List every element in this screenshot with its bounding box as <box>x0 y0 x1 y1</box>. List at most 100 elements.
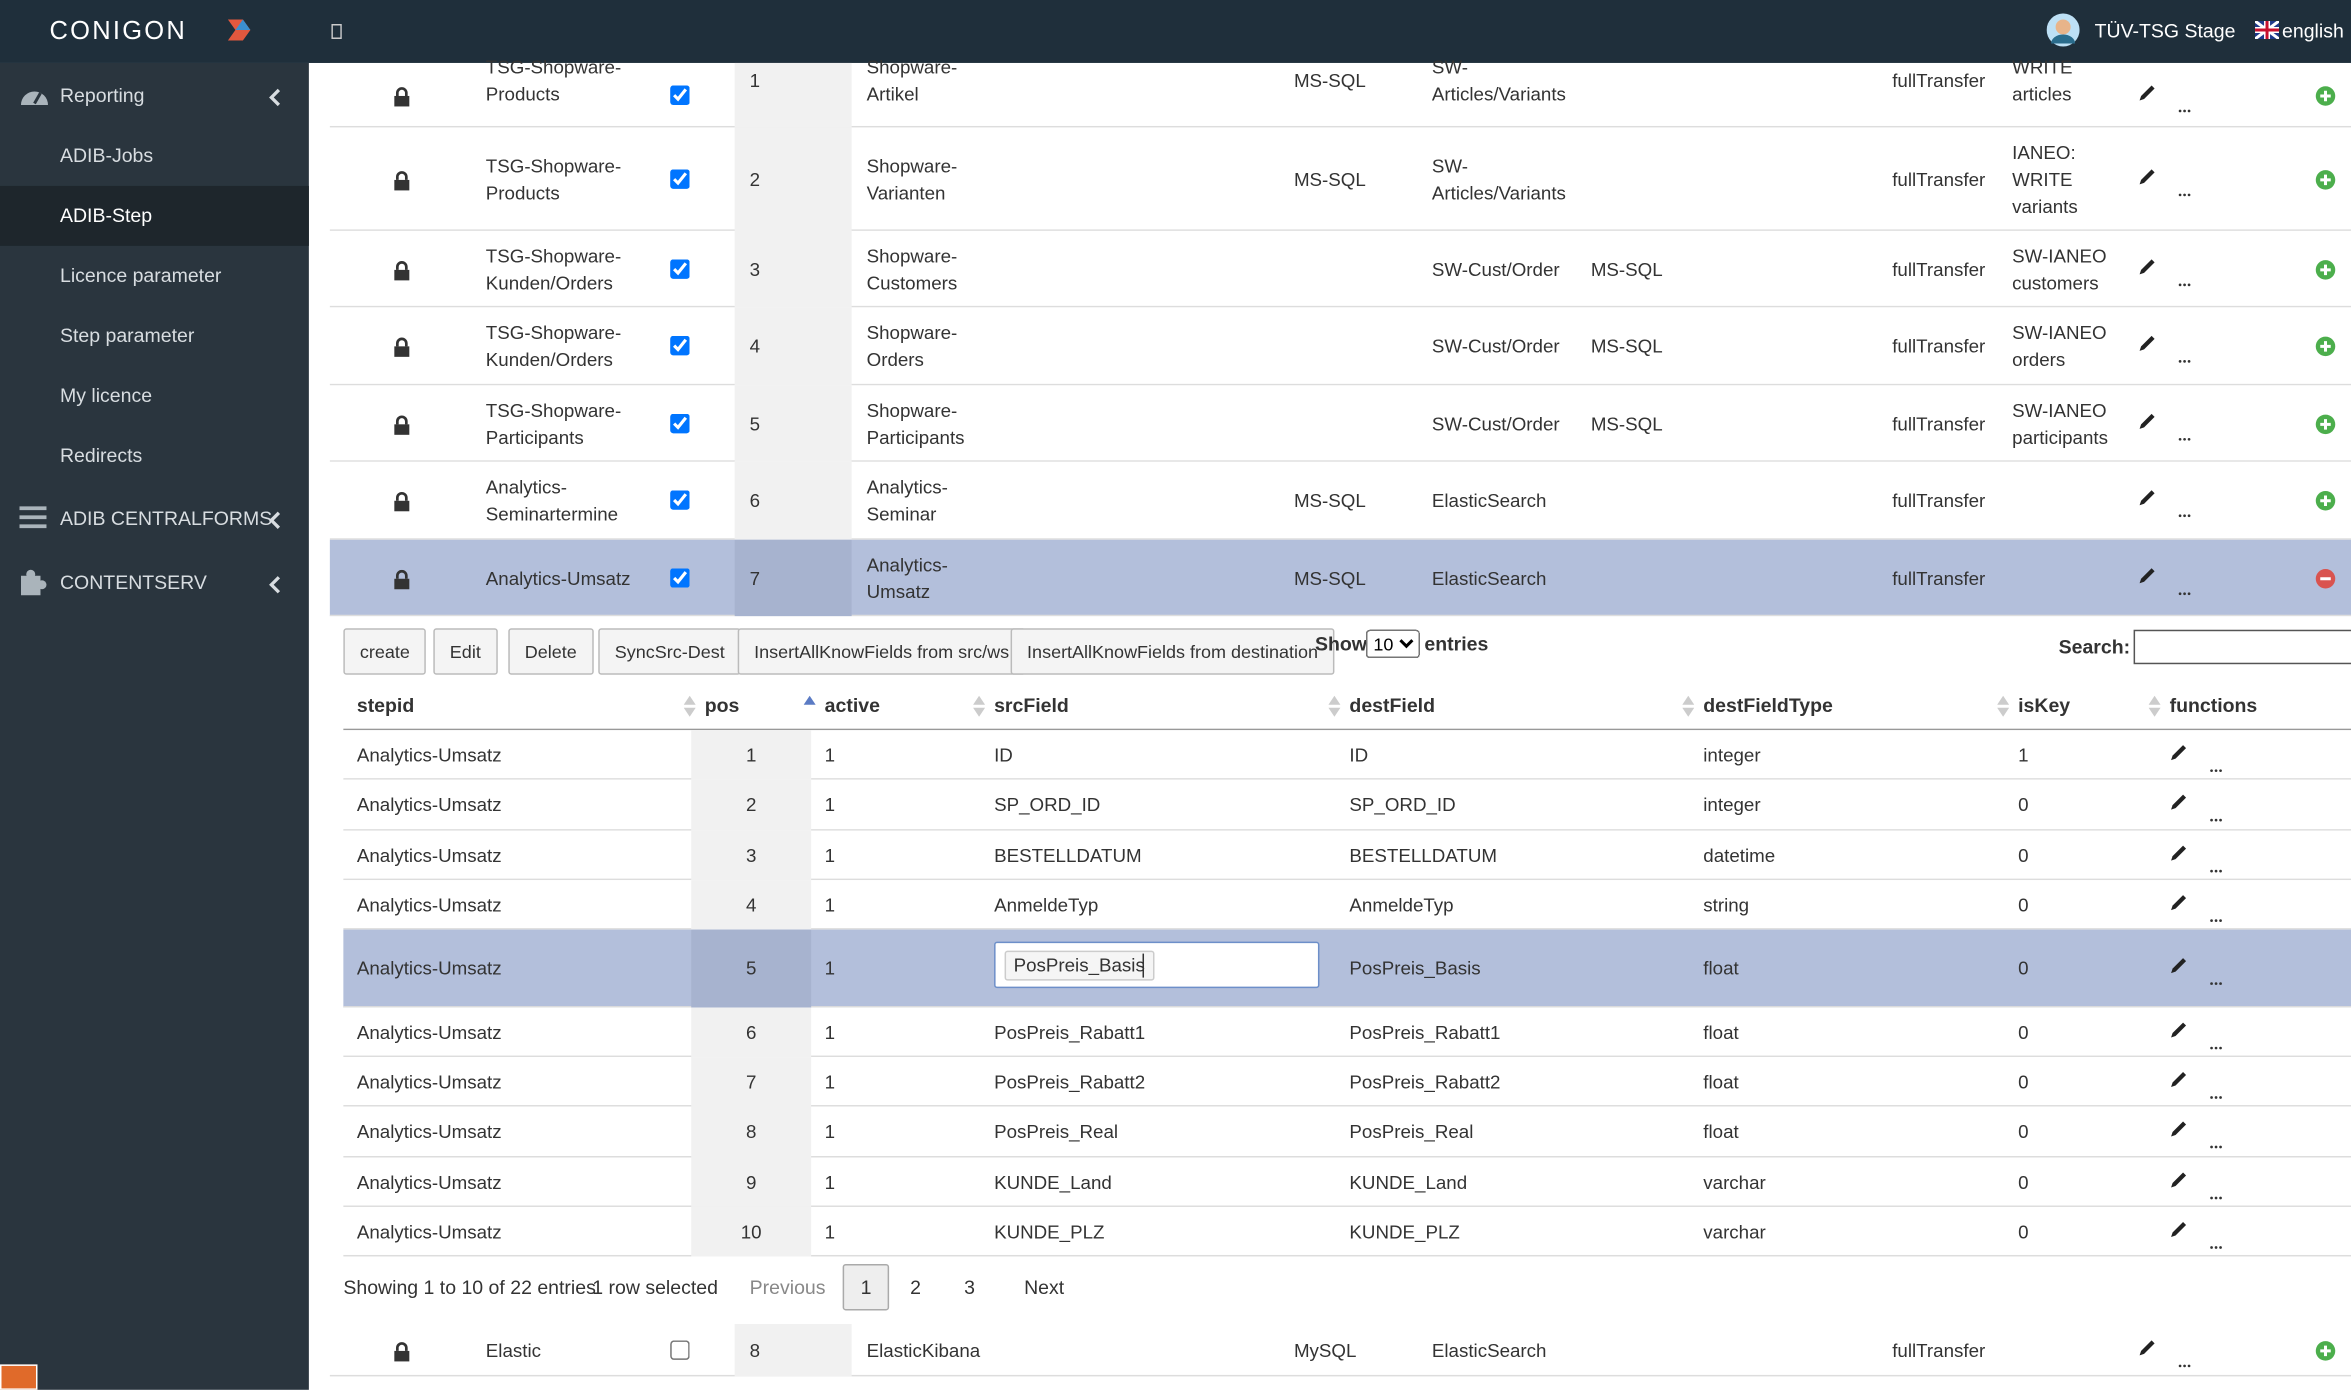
field-cell: datetime <box>1703 844 1776 866</box>
more-icon-glyph <box>2210 1045 2222 1049</box>
field-row[interactable]: Analytics-Umsatz 8 1 PosPreis_Real PosPreis_… <box>343 1106 2351 1158</box>
edit-icon <box>2137 487 2158 512</box>
menu-item[interactable]: Redirects <box>0 426 309 486</box>
more-icon-glyph <box>2210 818 2222 822</box>
column-header[interactable]: isKey <box>2018 694 2071 717</box>
action-button[interactable]: create <box>343 628 427 675</box>
field-row[interactable]: Analytics-Umsatz 4 1 AnmeldeTyp AnmeldeTyp st… <box>343 880 2351 930</box>
active-checkbox[interactable] <box>670 490 690 510</box>
step-row[interactable]: TSG-Shopware-Kunden/Orders 4 Shopware-Orde… <box>329 307 2351 386</box>
page-link[interactable]: 3 <box>964 1275 975 1299</box>
collapse-icon <box>2315 568 2336 593</box>
edit-icon-glyph <box>2139 413 2155 429</box>
page-link[interactable]: Previous <box>749 1275 826 1299</box>
field-cell: AnmeldeTyp <box>1349 894 1454 916</box>
field-cell: 0 <box>2018 958 2029 980</box>
action-button[interactable]: SyncSrc-Dest <box>598 628 742 675</box>
step-row[interactable]: TSG-Shopware-Participants 5 Shopware-Parti… <box>329 385 2351 462</box>
active-checkbox[interactable] <box>670 84 690 105</box>
column-header[interactable]: srcField <box>994 694 1069 717</box>
more-icon-glyph <box>2178 192 2191 196</box>
menu-section[interactable]: Reporting <box>0 66 309 126</box>
active-checkbox[interactable] <box>670 258 690 279</box>
pos-column <box>734 461 852 540</box>
active-checkbox[interactable] <box>670 1339 690 1360</box>
step-cell: MS-SQL <box>1590 258 1663 280</box>
step-row[interactable]: TSG-Shopware-Kunden/Orders 3 Shopware-Cust… <box>329 230 2351 308</box>
active-checkbox[interactable] <box>670 335 690 356</box>
action-button[interactable]: InsertAllKnowFields from src/ws <box>737 628 1026 675</box>
more-icon-glyph <box>2178 591 2191 595</box>
edit-field[interactable]: PosPreis_Basis <box>994 941 1320 989</box>
action-button[interactable]: Edit <box>433 628 498 675</box>
step-cell: ElasticSearch <box>1431 1339 1547 1361</box>
active-checkbox[interactable] <box>670 567 690 587</box>
field-cell: 1 <box>824 958 836 980</box>
menu-item[interactable]: Licence parameter <box>0 246 309 306</box>
edit-icon-glyph <box>2139 490 2155 506</box>
show-label: Show <box>1314 632 1367 656</box>
field-row[interactable]: Analytics-Umsatz 1 1 ID ID integer 1 <box>343 730 2351 780</box>
pos-column <box>734 307 852 386</box>
column-header[interactable]: pos <box>704 694 740 717</box>
page-link[interactable]: Next <box>1024 1275 1065 1299</box>
action-button[interactable]: InsertAllKnowFields from destination <box>1010 628 1335 675</box>
menu-icon-glyph <box>20 91 48 105</box>
more-icon <box>2177 502 2192 523</box>
field-cell: ID <box>1349 744 1369 766</box>
field-row[interactable]: Analytics-Umsatz 3 1 BESTELLDATUM BESTELLDAT… <box>343 830 2351 881</box>
step-row[interactable]: TSG-Shopware-Products 2 Shopware-Varianten… <box>329 127 2351 231</box>
field-row[interactable]: Analytics-Umsatz 7 1 PosPreis_Rabatt2 PosPre… <box>343 1057 2351 1107</box>
edit-icon <box>2168 842 2189 867</box>
field-cell: PosPreis_Rabatt1 <box>1349 1021 1501 1043</box>
edit-icon <box>2168 1068 2189 1093</box>
sort-icon-glyph <box>1682 695 1695 717</box>
field-cell: float <box>1703 1071 1739 1093</box>
menu-item[interactable]: Step parameter <box>0 306 309 366</box>
step-row[interactable]: Analytics-Umsatz 7 Analytics-Umsatz MS-SQL E… <box>329 539 2351 617</box>
lock-icon-glyph <box>394 337 410 357</box>
active-checkbox[interactable] <box>670 413 690 433</box>
edit-icon-glyph <box>2171 894 2187 910</box>
more-icon <box>2209 1233 2224 1254</box>
field-row[interactable]: Analytics-Umsatz 10 1 KUNDE_PLZ KUNDE_PLZ var… <box>343 1206 2351 1257</box>
menu-item[interactable]: ADIB-Step <box>0 185 309 246</box>
page-link[interactable]: 2 <box>910 1275 921 1299</box>
page-size-select[interactable]: 10 <box>1365 629 1420 659</box>
step-cell: 3 <box>749 258 761 280</box>
expand-icon <box>2315 85 2336 110</box>
menu-section[interactable]: ADIB CENTRALFORMS <box>0 489 309 549</box>
action-button[interactable]: Delete <box>508 628 594 675</box>
lock-icon <box>393 491 411 517</box>
field-row[interactable]: Analytics-Umsatz 9 1 KUNDE_Land KUNDE_Land va… <box>343 1157 2351 1207</box>
field-row[interactable]: Analytics-Umsatz 6 1 PosPreis_Rabatt1 PosPre… <box>343 1007 2351 1058</box>
column-header[interactable]: destFieldType <box>1703 694 1833 717</box>
lock-icon <box>393 569 411 594</box>
column-header[interactable]: active <box>824 694 880 717</box>
search-input[interactable] <box>2133 629 2351 665</box>
lock-icon <box>393 260 411 285</box>
column-header[interactable]: functions <box>2169 694 2258 717</box>
menu-item[interactable]: ADIB-Jobs <box>0 126 309 186</box>
active-checkbox[interactable] <box>670 168 690 189</box>
sort-icon <box>683 695 696 721</box>
collapse-icon-glyph <box>2315 568 2336 588</box>
step-cell: Analytics-Seminartermine <box>485 476 619 525</box>
step-row[interactable]: TSG-Shopware-Products 1 Shopware-Artikel MS… <box>329 56 2351 128</box>
column-header[interactable]: stepid <box>356 694 415 717</box>
lock-icon <box>393 414 411 440</box>
column-header[interactable]: destField <box>1349 694 1436 717</box>
menu-item[interactable]: My licence <box>0 366 309 426</box>
step-row[interactable]: Elastic 8 ElasticKibana MySQL ElasticSearch f… <box>329 1323 2351 1377</box>
edit-icon-glyph <box>2171 744 2187 760</box>
menu-section[interactable]: CONTENTSERV <box>0 553 309 613</box>
sort-icon-glyph <box>1997 695 2010 717</box>
lock-icon-glyph <box>394 414 410 435</box>
step-row[interactable]: Analytics-Seminartermine 6 Analytics-Semin… <box>329 461 2351 540</box>
field-cell: 1 <box>824 1221 836 1243</box>
field-row[interactable]: Analytics-Umsatz 5 1 PosPreis_Basis PosPreis… <box>343 929 2351 1008</box>
lock-icon-glyph <box>394 1341 410 1361</box>
field-row[interactable]: Analytics-Umsatz 2 1 SP_ORD_ID SP_ORD_ID inte… <box>343 779 2351 831</box>
field-cell: 8 <box>745 1121 757 1143</box>
page-link[interactable]: 1 <box>842 1263 890 1311</box>
